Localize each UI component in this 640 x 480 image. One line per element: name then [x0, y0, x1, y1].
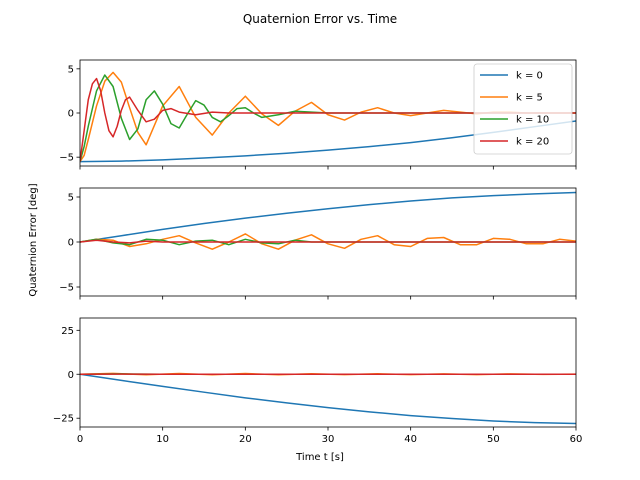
series-line-k-0: [80, 373, 576, 425]
legend-box: [473, 63, 573, 155]
y-tick-label: −5: [59, 153, 74, 164]
axes-frame: [79, 317, 577, 428]
x-tick-label: 60: [570, 434, 583, 445]
x-tick-label: 0: [77, 434, 83, 445]
y-tick-label: 0: [68, 238, 74, 249]
series-group: [80, 191, 576, 250]
legend-label: k = 0: [516, 71, 543, 82]
x-tick-label: 40: [404, 434, 417, 445]
y-tick-label: 0: [68, 370, 74, 381]
y-tick-label: 0: [68, 109, 74, 120]
series-line-k-0: [80, 191, 576, 243]
y-tick-label: 5: [68, 64, 74, 75]
y-tick-label: 25: [61, 326, 74, 337]
x-tick-label: 50: [487, 434, 500, 445]
x-tick-label: 10: [156, 434, 169, 445]
chart-title: Quaternion Error vs. Time: [243, 12, 397, 26]
y-tick-label: −5: [59, 283, 74, 294]
y-axis-label: Quaternion Error [deg]: [28, 183, 39, 296]
y-tick-label: 5: [68, 193, 74, 204]
legend-label: k = 10: [516, 115, 549, 126]
series-line-k-20: [80, 239, 576, 244]
legend: k = 0 k = 5 k = 10 k = 20: [473, 63, 573, 155]
legend-label: k = 20: [516, 137, 549, 148]
x-axis-label: Time t [s]: [295, 452, 344, 463]
y-tick-label: −25: [53, 414, 74, 425]
series-group: [80, 372, 576, 425]
subplot-2: −5 0 5: [59, 187, 577, 300]
series-line-k-20: [80, 77, 576, 162]
series-line-k-5: [80, 233, 576, 250]
x-tick-label: 30: [322, 434, 335, 445]
x-tick-label: 20: [239, 434, 252, 445]
legend-label: k = 5: [516, 93, 543, 104]
